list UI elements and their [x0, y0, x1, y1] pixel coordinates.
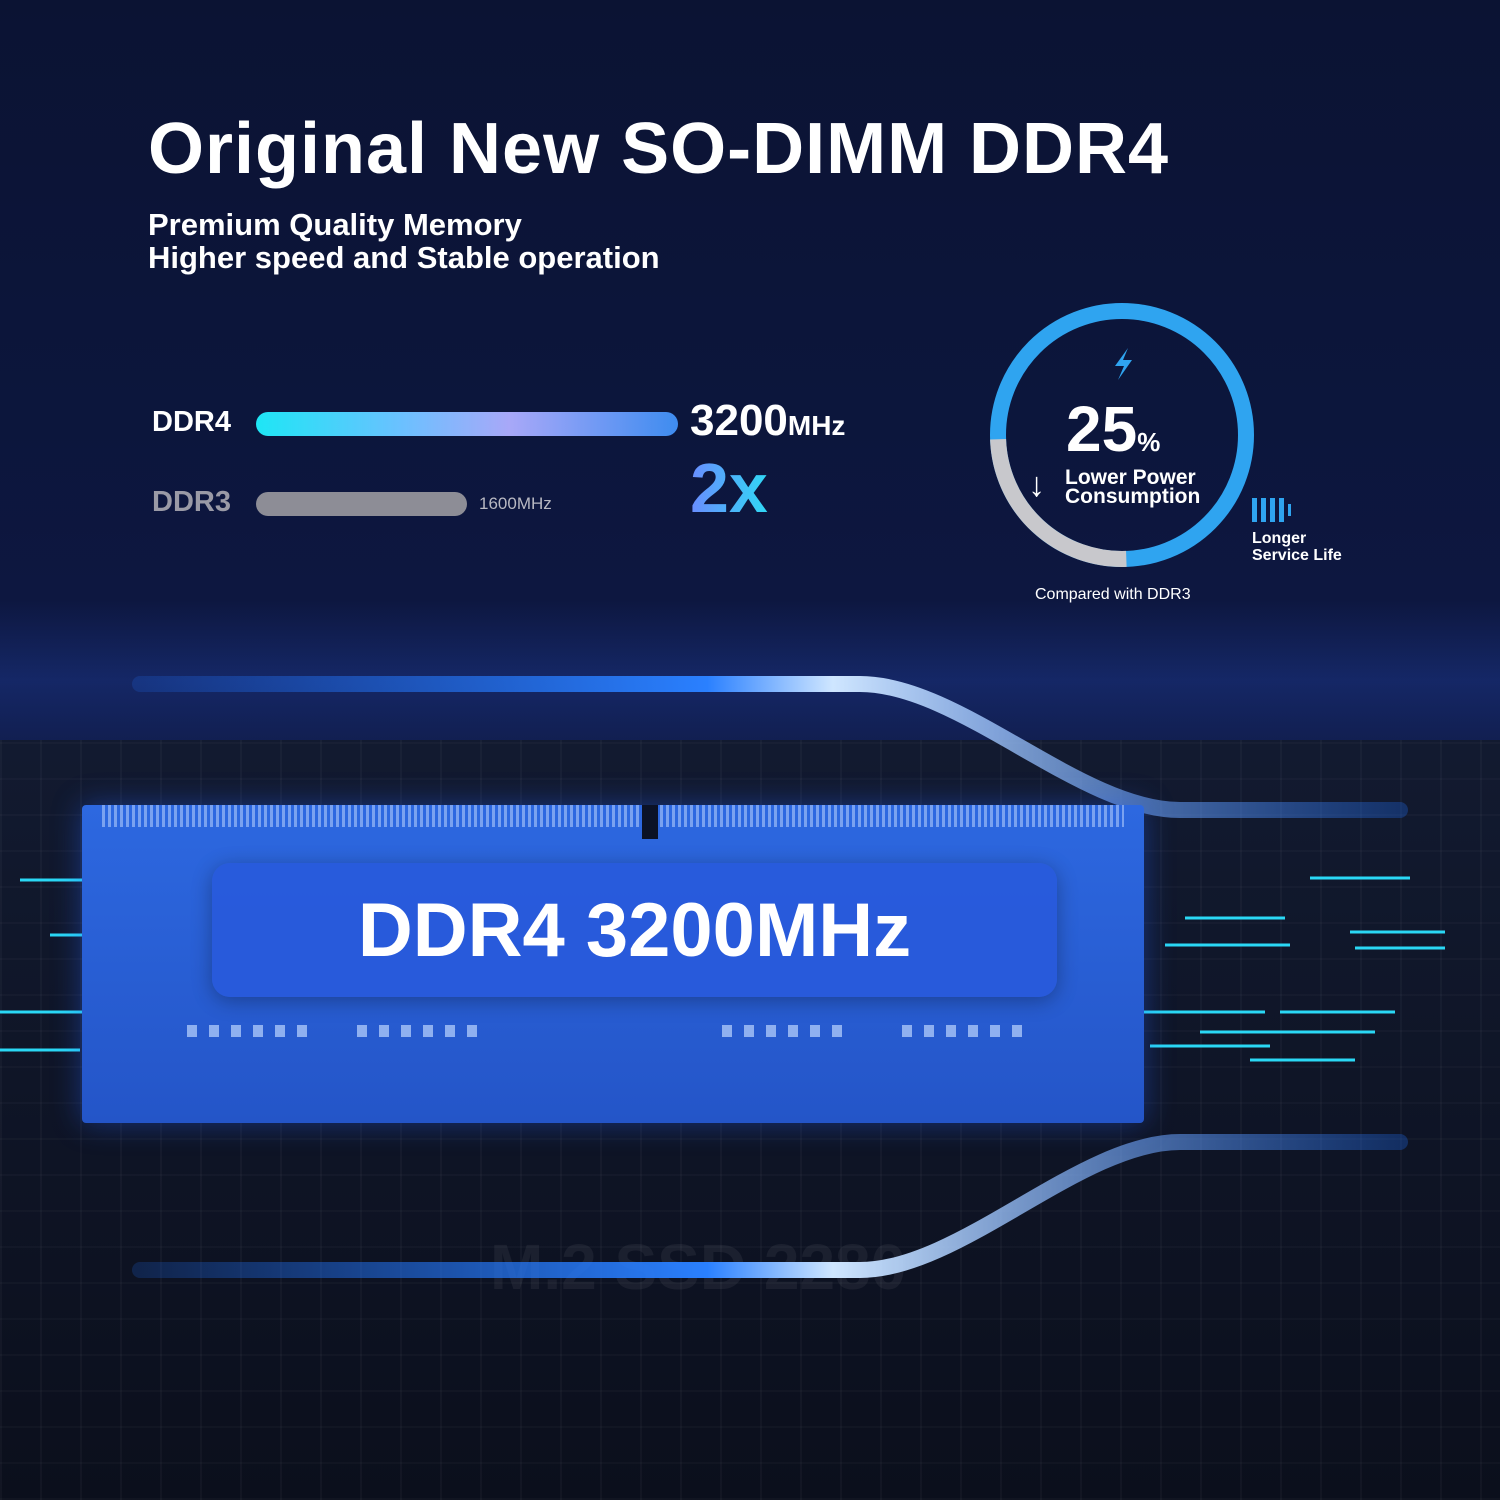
ram-label: DDR4 3200MHz — [212, 863, 1057, 997]
power-text: Lower Power Consumption — [1065, 466, 1201, 508]
cyan-streaks — [0, 876, 1445, 1062]
streak-bottom — [132, 1134, 1408, 1278]
service-life-line-1: Longer — [1252, 530, 1307, 547]
battery-icon — [1252, 498, 1291, 522]
ddr3-label: DDR3 — [152, 486, 231, 518]
power-text-line-2: Consumption — [1065, 485, 1201, 508]
battery-terminal — [1288, 504, 1291, 516]
ram-module: DDR4 3200MHz — [82, 805, 1144, 1123]
ddr4-speed-number: 3200 — [690, 396, 788, 445]
ddr4-label: DDR4 — [152, 406, 231, 438]
ddr4-speed-unit: MHz — [787, 410, 846, 441]
ddr4-speed-bar — [256, 412, 678, 436]
power-percent-number: 25 — [1066, 393, 1138, 465]
ram-component-row — [187, 1025, 307, 1037]
speed-multiplier: 2x — [690, 449, 768, 527]
lightning-bolt-icon — [1115, 348, 1132, 380]
ram-notch — [642, 805, 658, 839]
service-life-text: Longer Service Life — [1252, 530, 1342, 564]
battery-cell — [1279, 498, 1284, 522]
ram-component-row — [722, 1025, 842, 1037]
page-title: Original New SO-DIMM DDR4 — [148, 109, 1170, 189]
battery-cell — [1270, 498, 1275, 522]
power-percent-unit: % — [1137, 427, 1161, 457]
arrow-down-icon: ↓ — [1028, 466, 1045, 504]
service-life-line-2: Service Life — [1252, 547, 1342, 564]
power-text-line-1: Lower Power — [1065, 466, 1196, 489]
streak-top — [132, 676, 1408, 818]
ram-component-row — [902, 1025, 1022, 1037]
battery-cell — [1252, 498, 1257, 522]
subtitle-quality: Premium Quality Memory — [148, 207, 522, 242]
ram-component-row — [357, 1025, 477, 1037]
ddr4-speed-value: 3200MHz — [690, 396, 845, 446]
subtitle-speed: Higher speed and Stable operation — [148, 240, 660, 275]
ddr3-speed-bar — [256, 492, 467, 516]
ram-pins — [102, 805, 1124, 827]
ddr3-speed-value: 1600MHz — [479, 494, 552, 513]
comparison-note: Compared with DDR3 — [1035, 586, 1191, 603]
power-percent: 25% — [1066, 392, 1160, 466]
power-ring — [990, 303, 1254, 567]
battery-cell — [1261, 498, 1266, 522]
ring-gray-arc — [990, 303, 1254, 567]
